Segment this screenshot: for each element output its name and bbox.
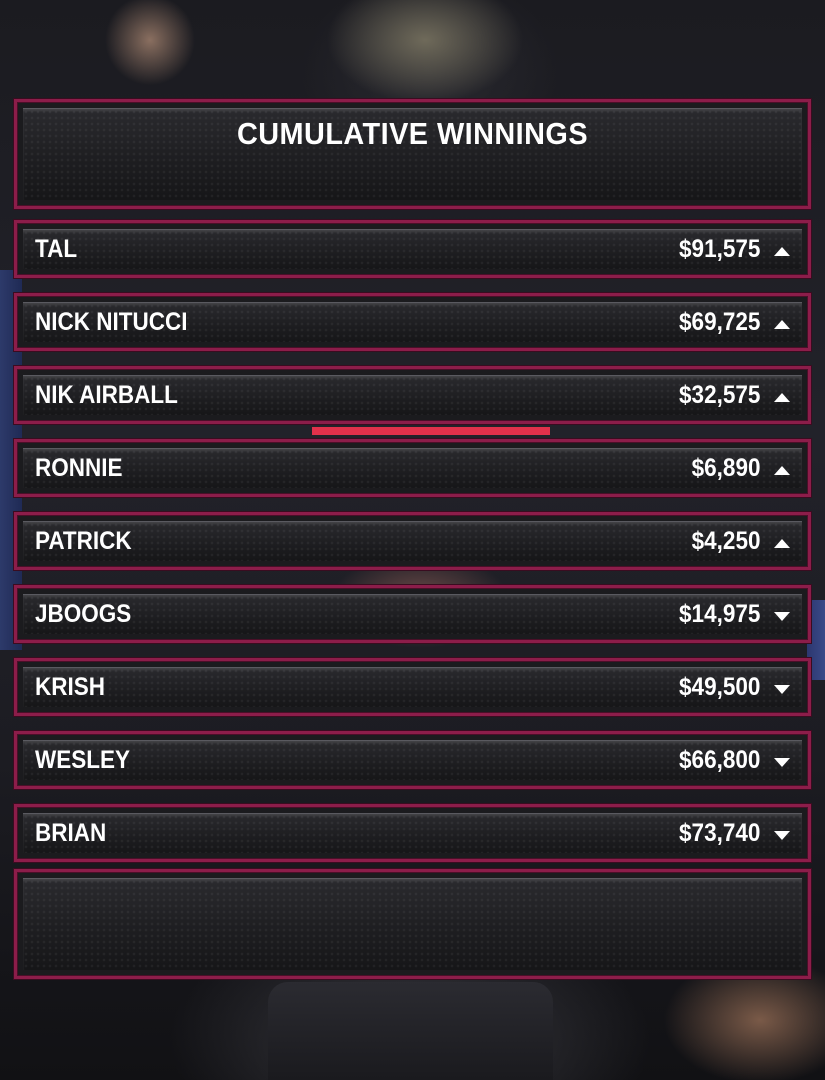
triangle-down-icon [774,758,790,767]
triangle-down-icon [774,831,790,840]
triangle-up-icon [774,466,790,475]
triangle-up-icon [774,393,790,402]
triangle-up-icon [774,247,790,256]
triangle-up-icon [774,539,790,548]
player-name: NICK NITUCCI [35,308,188,336]
background-red-strip [312,427,550,435]
player-name: NIK AIRBALL [35,381,178,409]
background-banner-right [807,600,825,680]
footer-panel [14,869,811,979]
leaderboard-row: PATRICK $4,250 [14,512,811,570]
player-winnings: $6,890 [691,454,760,482]
leaderboard-row: KRISH $49,500 [14,658,811,716]
player-name: KRISH [35,673,106,701]
player-name: BRIAN [35,819,107,847]
player-winnings: $49,500 [678,673,760,701]
leaderboard-row: NIK AIRBALL $32,575 [14,366,811,424]
player-winnings: $91,575 [678,235,760,263]
leaderboard-row: JBOOGS $14,975 [14,585,811,643]
leaderboard-row: WESLEY $66,800 [14,731,811,789]
triangle-down-icon [774,685,790,694]
leaderboard-row: BRIAN $73,740 [14,804,811,862]
leaderboard-row: RONNIE $6,890 [14,439,811,497]
player-name: TAL [35,235,78,263]
player-winnings: $4,250 [691,527,760,555]
player-name: RONNIE [35,454,123,482]
title-panel: CUMULATIVE WINNINGS [14,99,811,209]
triangle-up-icon [774,320,790,329]
player-winnings: $14,975 [678,600,760,628]
player-name: PATRICK [35,527,132,555]
triangle-down-icon [774,612,790,621]
player-name: JBOOGS [35,600,132,628]
leaderboard-row: NICK NITUCCI $69,725 [14,293,811,351]
leaderboard-title: CUMULATIVE WINNINGS [236,116,589,151]
leaderboard-row: TAL $91,575 [14,220,811,278]
player-winnings: $73,740 [678,819,760,847]
player-winnings: $69,725 [678,308,760,336]
player-name: WESLEY [35,746,131,774]
background-chair [268,982,553,1080]
player-winnings: $66,800 [678,746,760,774]
player-winnings: $32,575 [678,381,760,409]
